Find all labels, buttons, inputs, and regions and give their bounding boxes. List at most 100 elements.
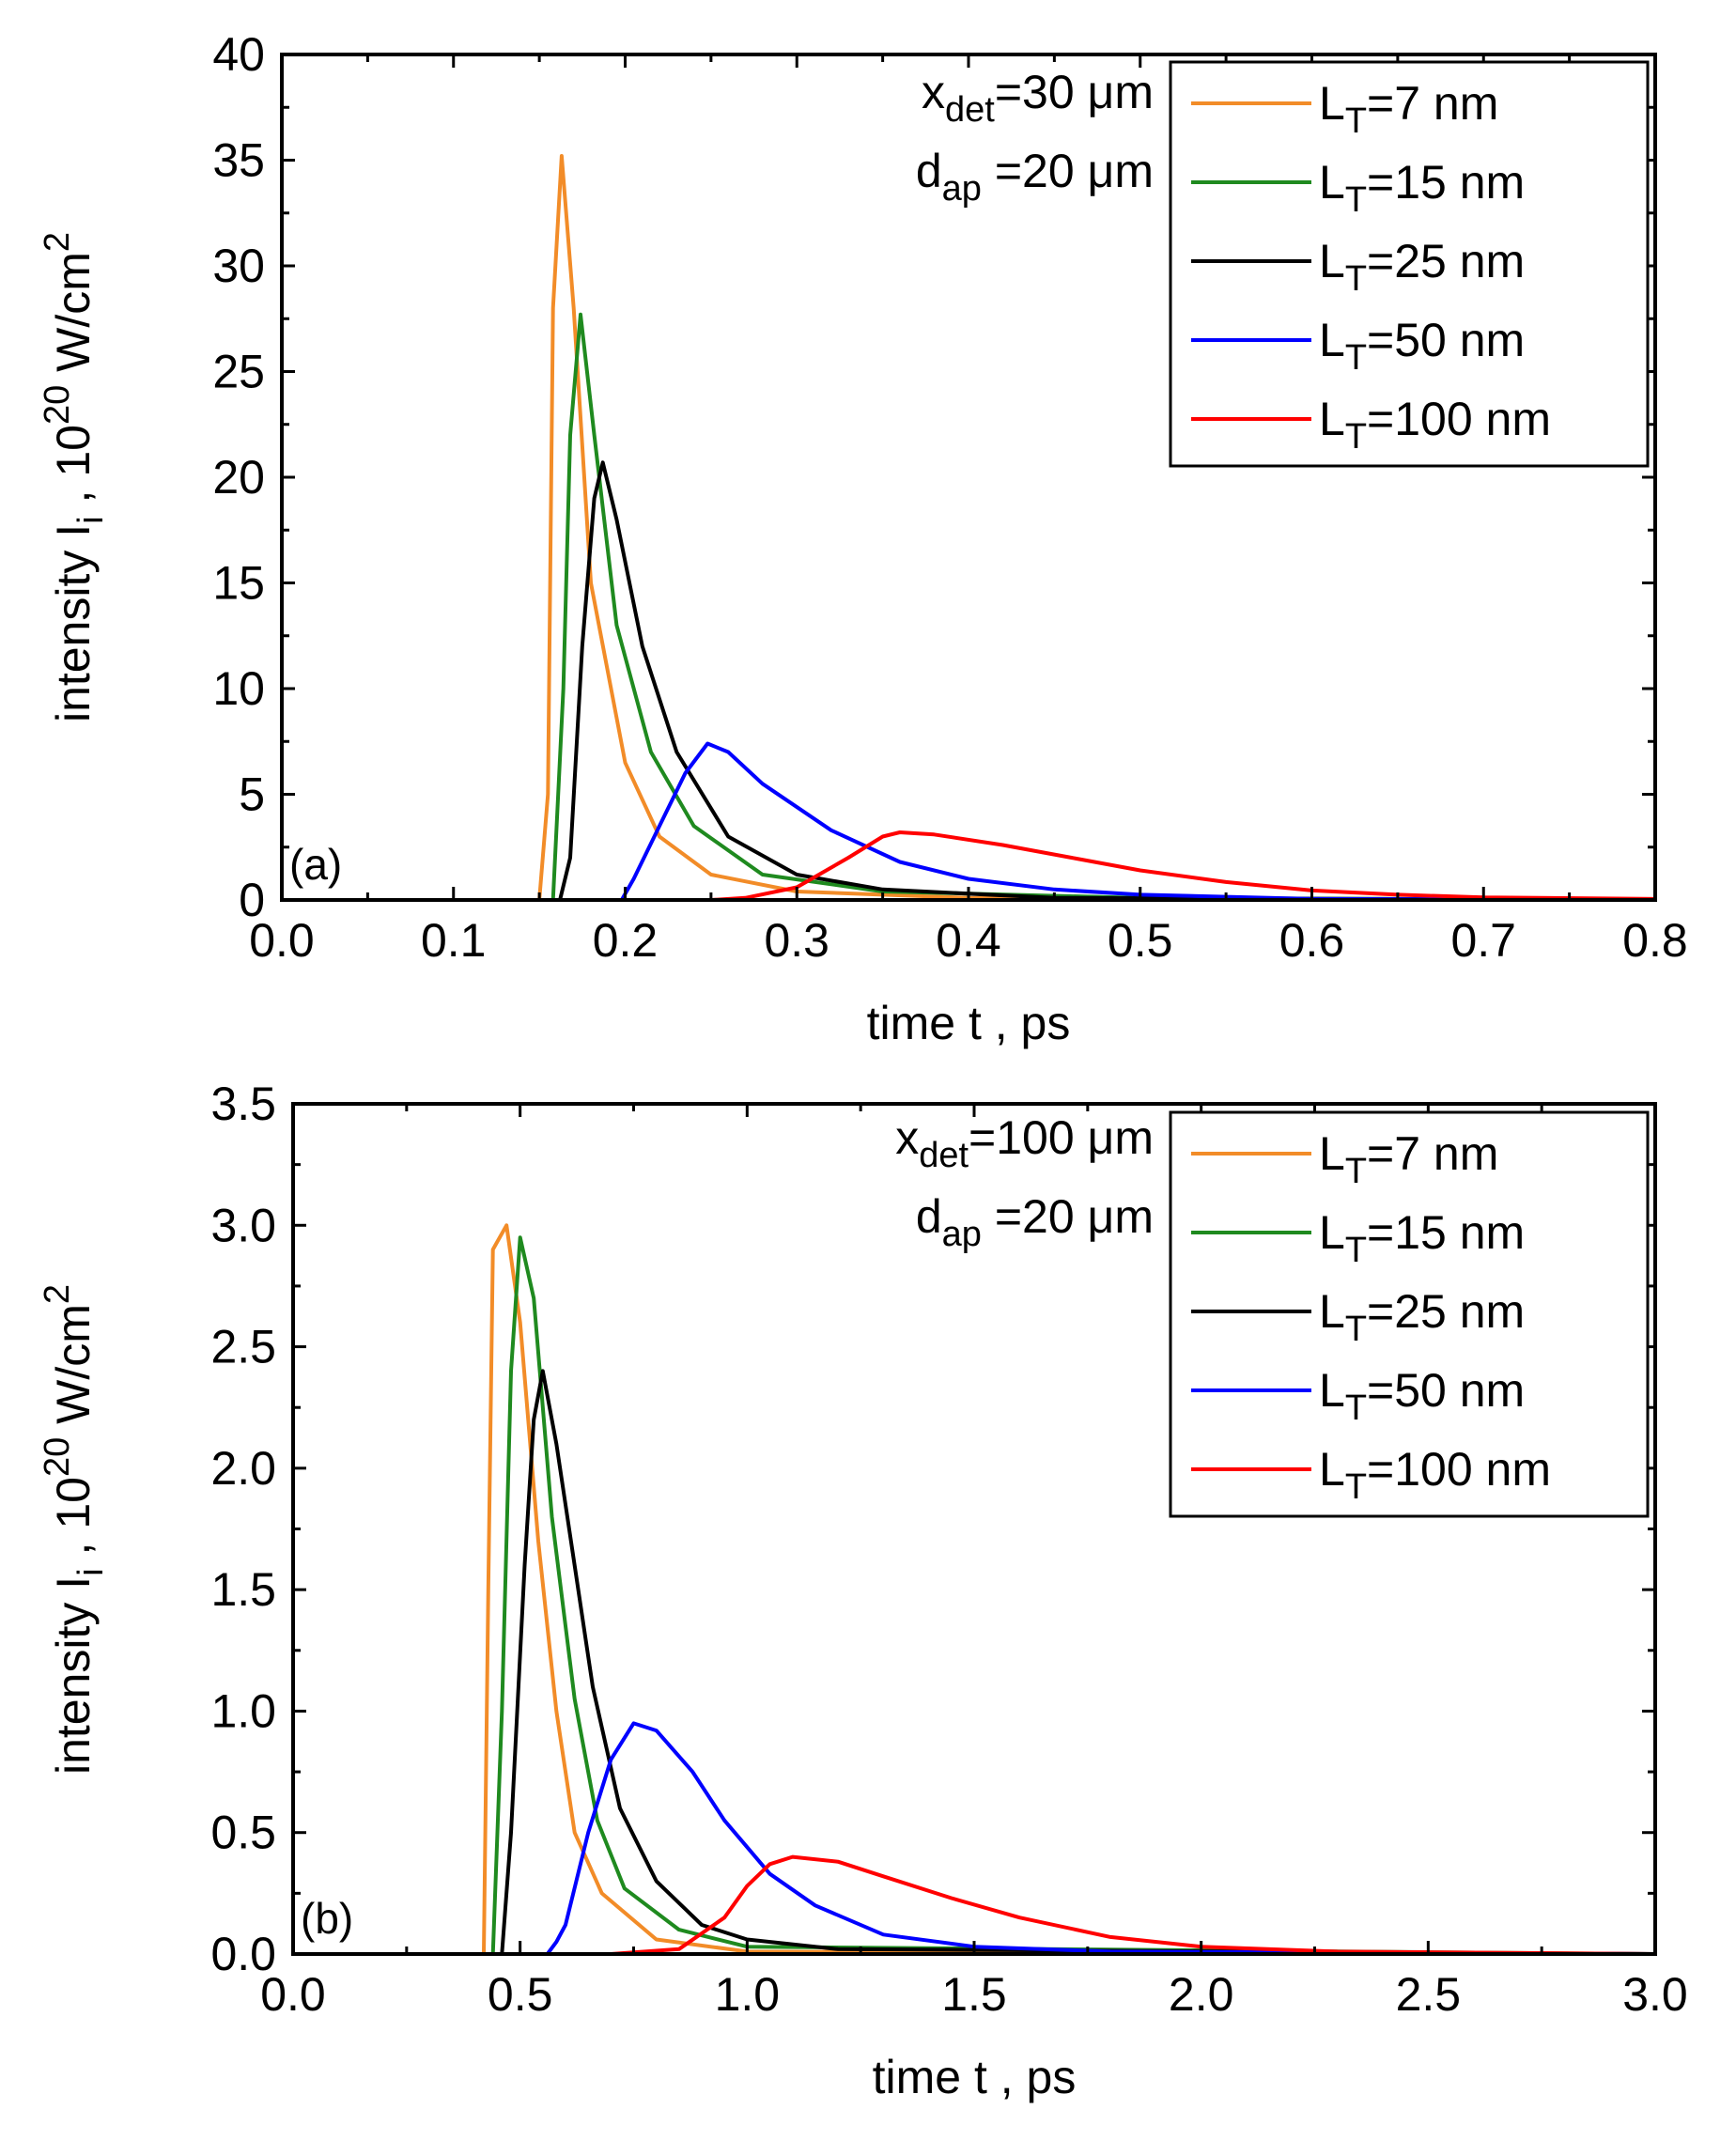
y-tick-label: 20: [212, 451, 265, 504]
y-title-sup2: 2: [38, 232, 77, 252]
y-tick-label: 2.5: [210, 1321, 276, 1373]
legend-sub: T: [1345, 259, 1367, 299]
x-tick-label: 2.5: [1396, 1968, 1462, 2021]
legend-rest: =25 nm: [1367, 235, 1525, 287]
legend-item: LT=15 nm: [1191, 1206, 1525, 1270]
legend-rest: =25 nm: [1367, 1285, 1525, 1338]
annot-base: x: [895, 1111, 919, 1164]
legend-label: LT=100 nm: [1319, 1443, 1551, 1507]
legend-item: LT=25 nm: [1191, 235, 1525, 299]
y-title-unit: W/cm: [47, 1304, 100, 1437]
y-tick-label: 15: [212, 557, 265, 610]
series-line-15nm: [282, 312, 1655, 900]
legend-base: L: [1319, 1364, 1345, 1417]
annot-base: d: [916, 145, 942, 197]
legend-label: LT=25 nm: [1319, 235, 1525, 299]
series-line-100nm: [282, 830, 1655, 900]
series-line-7nm: [293, 1223, 1655, 1954]
series-group: [293, 1223, 1655, 1954]
legend-item: LT=15 nm: [1191, 156, 1525, 220]
y-tick-label: 1.5: [210, 1563, 276, 1616]
x-tick-label: 0.5: [488, 1968, 553, 2021]
x-axis-title: time t , ps: [867, 997, 1071, 1049]
legend-base: L: [1319, 1285, 1345, 1338]
annot-rest: =100 μm: [969, 1111, 1154, 1164]
legend-sub: T: [1345, 1388, 1367, 1428]
x-tick-label: 0.5: [1108, 914, 1173, 967]
y-title-mid: , 10: [47, 425, 100, 516]
param-annotation: dap =20 μm: [916, 145, 1154, 209]
legend-label: LT=7 nm: [1319, 77, 1498, 141]
x-tick-label: 3.0: [1622, 1968, 1688, 2021]
y-tick-label: 40: [212, 28, 265, 81]
legend-sub: T: [1345, 101, 1367, 141]
legend-rest: =50 nm: [1367, 314, 1525, 366]
annot-rest: =20 μm: [982, 1190, 1154, 1243]
legend-label: LT=7 nm: [1319, 1127, 1498, 1191]
x-tick-label: 1.0: [715, 1968, 781, 2021]
y-tick-label: 0.5: [210, 1807, 276, 1859]
legend-rest: =100 nm: [1367, 1443, 1551, 1496]
y-tick-label: 3.0: [210, 1199, 276, 1251]
legend-sub: T: [1345, 417, 1367, 457]
y-title-main: intensity I: [47, 524, 100, 722]
y-title-sup: 20: [38, 1437, 77, 1477]
y-tick-label: 3.5: [210, 1078, 276, 1130]
legend-sub: T: [1345, 338, 1367, 378]
y-tick-label: 30: [212, 240, 265, 292]
legend-sub: T: [1345, 1152, 1367, 1191]
y-axis-title: intensity Ii , 1020 W/cm2: [38, 232, 111, 722]
y-tick-label: 0: [239, 874, 265, 926]
panel-label: (b): [301, 1894, 353, 1943]
legend-sub: T: [1345, 1231, 1367, 1270]
legend-base: L: [1319, 1443, 1345, 1496]
legend-label: LT=50 nm: [1319, 1364, 1525, 1428]
x-tick-label: 0.0: [249, 914, 315, 967]
legend-rest: =50 nm: [1367, 1364, 1525, 1417]
x-tick-label: 2.0: [1169, 1968, 1234, 2021]
legend-base: L: [1319, 1127, 1345, 1180]
y-title-main: intensity I: [47, 1576, 100, 1775]
legend-label: LT=50 nm: [1319, 314, 1525, 378]
legend-rest: =7 nm: [1367, 77, 1498, 130]
series-line-50nm: [282, 741, 1655, 900]
legend-base: L: [1319, 314, 1345, 366]
y-tick-label: 10: [212, 662, 265, 715]
y-tick-label: 0.0: [210, 1928, 276, 1980]
legend-base: L: [1319, 1206, 1345, 1259]
x-tick-label: 0.3: [764, 914, 829, 967]
y-title-sub: i: [71, 1568, 111, 1575]
y-tick-label: 35: [212, 134, 265, 187]
legend-box: [1169, 1110, 1650, 1518]
legend-rest: =7 nm: [1367, 1127, 1498, 1180]
series-line-25nm: [282, 460, 1655, 900]
annot-sub: det: [919, 1136, 969, 1175]
param-annotation: xdet=100 μm: [895, 1111, 1154, 1175]
legend-box: [1169, 60, 1650, 468]
series-line-100nm: [293, 1854, 1655, 1954]
x-tick-label: 0.7: [1450, 914, 1516, 967]
legend-item: LT=50 nm: [1191, 1364, 1525, 1428]
annot-base: x: [922, 66, 945, 118]
legend-rest: =15 nm: [1367, 1206, 1525, 1259]
legend-rest: =15 nm: [1367, 156, 1525, 209]
legend-item: LT=100 nm: [1191, 393, 1551, 457]
legend-rest: =100 nm: [1367, 393, 1551, 445]
legend-base: L: [1319, 393, 1345, 445]
legend-item: LT=100 nm: [1191, 1443, 1551, 1507]
legend-item: LT=25 nm: [1191, 1285, 1525, 1349]
series-line-15nm: [293, 1235, 1655, 1954]
x-tick-label: 0.4: [936, 914, 1001, 967]
x-tick-label: 0.6: [1279, 914, 1345, 967]
legend-base: L: [1319, 77, 1345, 130]
legend-item: LT=50 nm: [1191, 314, 1525, 378]
y-title-sup2: 2: [38, 1284, 77, 1304]
x-axis-title: time t , ps: [873, 2051, 1077, 2103]
annot-sub: det: [945, 90, 995, 130]
param-annotation: dap =20 μm: [916, 1190, 1154, 1254]
x-tick-label: 0.8: [1622, 914, 1688, 967]
annot-sub: ap: [942, 1215, 982, 1254]
y-axis-title: intensity Ii , 1020 W/cm2: [38, 1284, 111, 1775]
annot-rest: =20 μm: [982, 145, 1154, 197]
